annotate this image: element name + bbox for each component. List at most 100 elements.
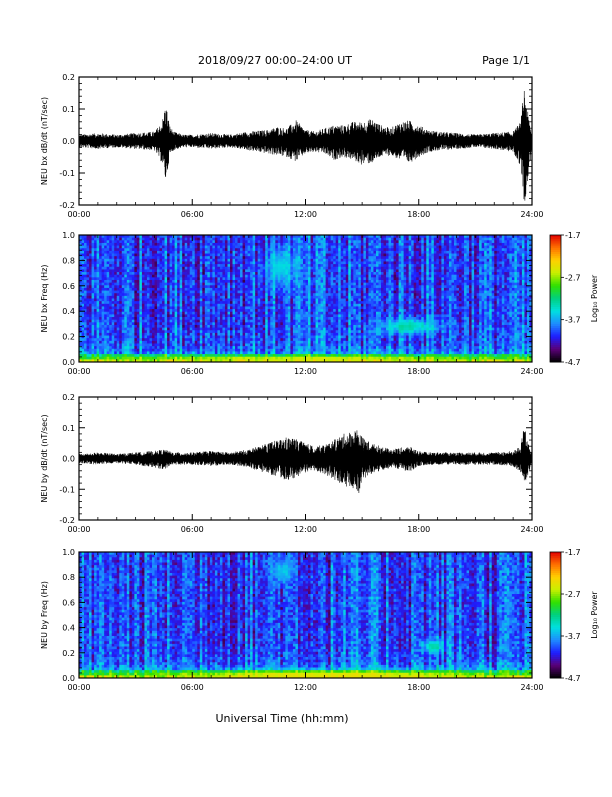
spectrogram-cell xyxy=(326,336,329,339)
spectrogram-cell xyxy=(162,280,165,283)
spectrogram-cell xyxy=(167,341,170,344)
spectrogram-cell xyxy=(215,256,218,259)
spectrogram-cell xyxy=(197,312,200,315)
spectrogram-cell xyxy=(220,254,223,257)
spectrogram-cell xyxy=(177,325,180,328)
spectrogram-cell xyxy=(316,336,319,339)
spectrogram-cell xyxy=(318,267,321,270)
spectrogram-cell xyxy=(288,333,291,336)
spectrogram-cell xyxy=(109,346,112,349)
spectrogram-cell xyxy=(137,336,140,339)
spectrogram-cell xyxy=(104,343,107,346)
spectrogram-cell xyxy=(331,299,334,302)
spectrogram-cell xyxy=(215,328,218,331)
spectrogram-cell xyxy=(102,343,105,346)
spectrogram-cell xyxy=(190,341,193,344)
spectrogram-cell xyxy=(215,322,218,325)
spectrogram-cell xyxy=(318,285,321,288)
spectrogram-cell xyxy=(311,322,314,325)
spectrogram-cell xyxy=(233,240,236,243)
spectrogram-cell xyxy=(248,333,251,336)
spectrogram-cell xyxy=(245,317,248,320)
spectrogram-cell xyxy=(217,254,220,257)
spectrogram-cell xyxy=(285,296,288,299)
spectrogram-cell xyxy=(250,293,253,296)
spectrogram-cell xyxy=(212,277,215,280)
spectrogram-cell xyxy=(112,277,115,280)
spectrogram-cell xyxy=(129,275,132,278)
spectrogram-cell xyxy=(298,248,301,251)
spectrogram-cell xyxy=(205,328,208,331)
spectrogram-cell xyxy=(215,341,218,344)
spectrogram-cell xyxy=(124,277,127,280)
spectrogram-cell xyxy=(124,240,127,243)
spectrogram-cell xyxy=(114,354,117,357)
spectrogram-cell xyxy=(293,336,296,339)
spectrogram-cell xyxy=(160,333,163,336)
spectrogram-cell xyxy=(175,317,178,320)
spectrogram-cell xyxy=(134,246,137,249)
spectrogram-cell xyxy=(180,269,183,272)
spectrogram-cell xyxy=(180,288,183,291)
spectrogram-cell xyxy=(295,293,298,296)
spectrogram-cell xyxy=(127,280,130,283)
spectrogram-cell xyxy=(300,293,303,296)
spectrogram-cell xyxy=(331,306,334,309)
spectrogram-cell xyxy=(258,264,261,267)
spectrogram-cell xyxy=(326,349,329,352)
spectrogram-cell xyxy=(212,280,215,283)
spectrogram-cell xyxy=(273,243,276,246)
spectrogram-cell xyxy=(147,243,150,246)
spectrogram-cell xyxy=(185,256,188,259)
spectrogram-cell xyxy=(134,299,137,302)
spectrogram-cell xyxy=(207,328,210,331)
spectrogram-cell xyxy=(288,346,291,349)
spectrogram-cell xyxy=(89,256,92,259)
spectrogram-cell xyxy=(248,317,251,320)
spectrogram-cell xyxy=(323,304,326,307)
spectrogram-cell xyxy=(200,261,203,264)
spectrogram-cell xyxy=(321,291,324,294)
spectrogram-cell xyxy=(278,341,281,344)
spectrogram-cell xyxy=(250,343,253,346)
spectrogram-cell xyxy=(109,261,112,264)
spectrogram-cell xyxy=(127,251,130,254)
spectrogram-cell xyxy=(84,269,87,272)
spectrogram-cell xyxy=(205,306,208,309)
spectrogram-cell xyxy=(132,280,135,283)
spectrogram-cell xyxy=(233,320,236,323)
spectrogram-cell xyxy=(167,275,170,278)
spectrogram-cell xyxy=(212,343,215,346)
spectrogram-cell xyxy=(288,256,291,259)
spectrogram-cell xyxy=(87,288,90,291)
spectrogram-cell xyxy=(240,256,243,259)
spectrogram-cell xyxy=(225,351,228,354)
spectrogram-cell xyxy=(155,267,158,270)
spectrogram-cell xyxy=(137,288,140,291)
spectrogram-cell xyxy=(195,291,198,294)
spectrogram-cell xyxy=(187,251,190,254)
spectrogram-cell xyxy=(270,283,273,286)
spectrogram-cell xyxy=(285,251,288,254)
spectrogram-cell xyxy=(255,246,258,249)
spectrogram-cell xyxy=(180,314,183,317)
spectrogram-cell xyxy=(152,288,155,291)
spectrogram-cell xyxy=(260,333,263,336)
spectrogram-cell xyxy=(235,272,238,275)
spectrogram-cell xyxy=(240,299,243,302)
spectrogram-cell xyxy=(205,336,208,339)
spectrogram-cell xyxy=(240,251,243,254)
spectrogram-cell xyxy=(119,288,122,291)
spectrogram-cell xyxy=(207,288,210,291)
spectrogram-cell xyxy=(172,336,175,339)
spectrogram-cell xyxy=(210,343,213,346)
spectrogram-cell xyxy=(298,357,301,360)
spectrogram-cell xyxy=(122,349,125,352)
spectrogram-cell xyxy=(104,314,107,317)
spectrogram-cell xyxy=(185,330,188,333)
spectrogram-cell xyxy=(177,330,180,333)
spectrogram-cell xyxy=(280,283,283,286)
spectrogram-cell xyxy=(182,341,185,344)
spectrogram-cell xyxy=(217,351,220,354)
spectrogram-cell xyxy=(280,243,283,246)
